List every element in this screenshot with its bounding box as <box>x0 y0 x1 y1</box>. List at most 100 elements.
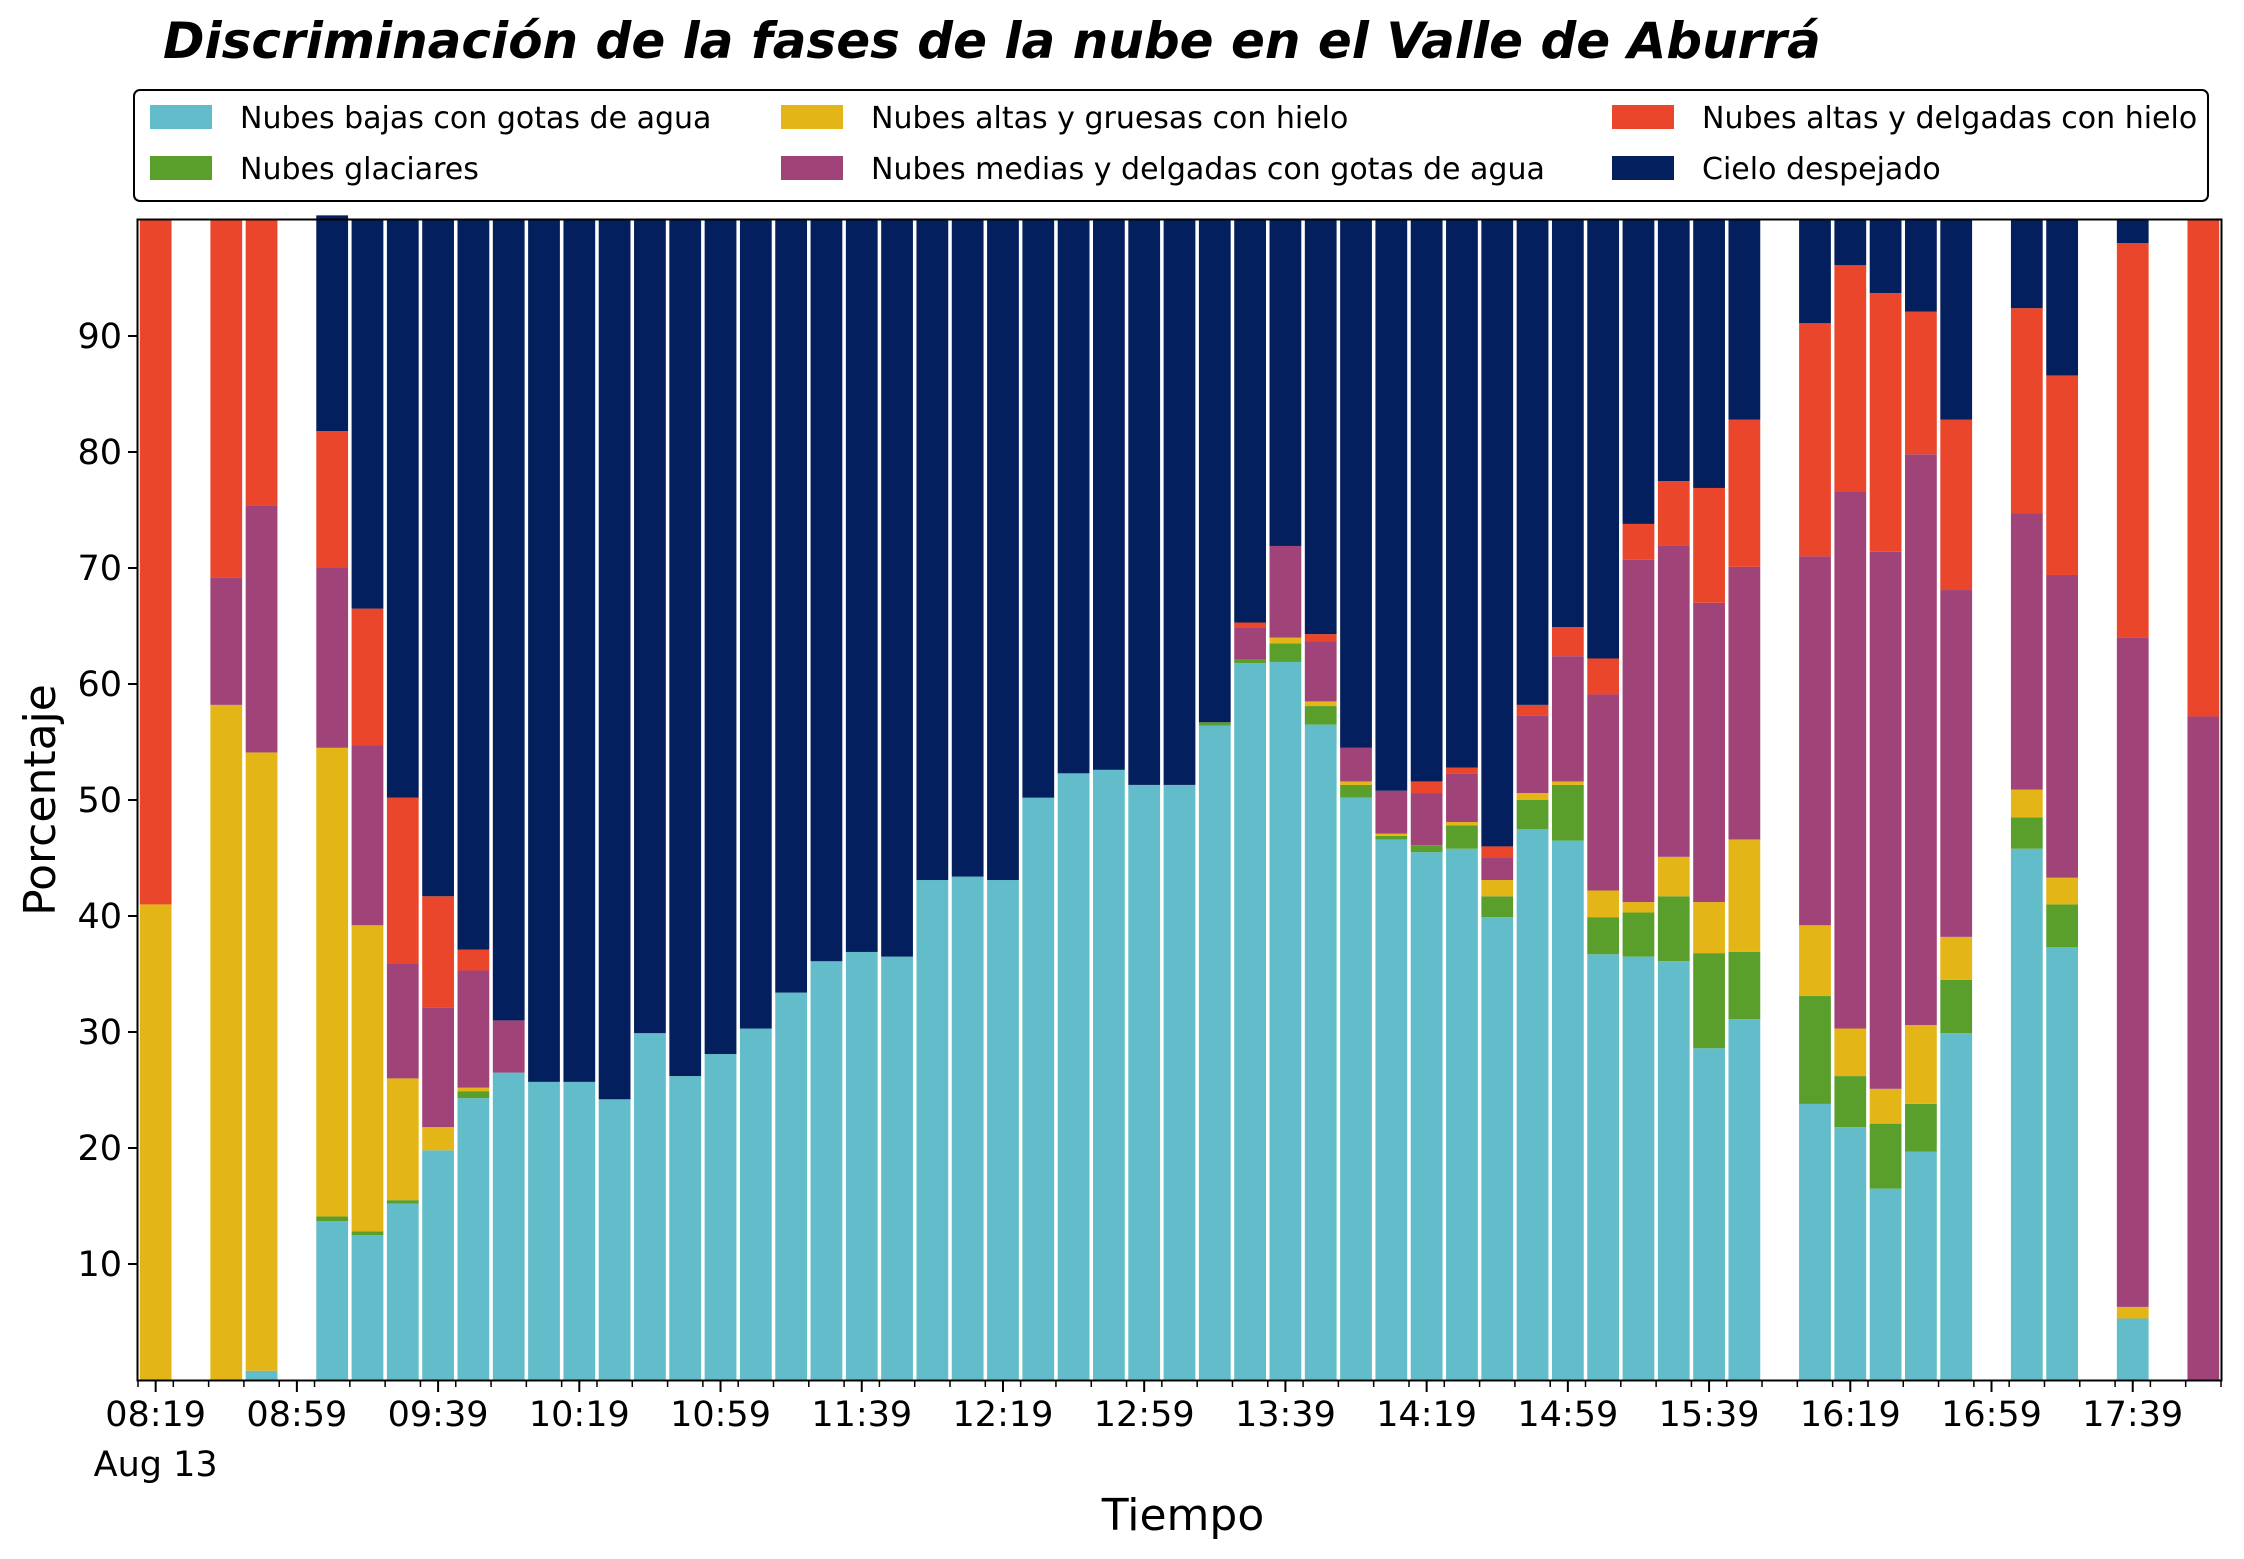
bar-segment-0 <box>1940 1033 1973 1380</box>
y-axis-label: Porcentaje <box>15 684 66 916</box>
bar-segment-3 <box>1834 491 1867 1029</box>
y-tick-label: 80 <box>77 433 122 473</box>
bar-segment-1 <box>1799 996 1831 1104</box>
bar-segment-1 <box>1657 896 1690 962</box>
bar-segment-0 <box>1304 724 1337 1380</box>
legend-label: Cielo despejado <box>1702 152 1941 187</box>
bar-segment-3 <box>1693 602 1725 903</box>
y-tick-label: 70 <box>77 549 122 589</box>
bar-segment-0 <box>1622 956 1655 1380</box>
bar-segment-1 <box>316 1216 349 1222</box>
bar-segment-1 <box>1587 917 1620 955</box>
x-tick-label: 12:59 <box>1094 1395 1195 1435</box>
bar-segment-3 <box>1622 559 1655 903</box>
y-tick-label: 50 <box>77 781 122 821</box>
bar-segment-3 <box>1940 590 1973 937</box>
bar-segment-2 <box>422 1127 454 1151</box>
bar-segment-2 <box>139 904 172 1380</box>
legend-swatch <box>781 105 843 129</box>
legend-swatch <box>150 105 212 129</box>
bar-segment-0 <box>1198 725 1231 1380</box>
bar-segment-2 <box>2116 1306 2149 1319</box>
bar-segment-5 <box>1022 220 1055 798</box>
legend-label: Nubes altas y delgadas con hielo <box>1702 101 2197 136</box>
bar-segment-2 <box>1304 701 1337 707</box>
bar-segment-0 <box>1905 1151 1937 1380</box>
bar-segment-5 <box>634 220 666 1034</box>
bar-segment-3 <box>1657 545 1690 857</box>
bar-segment-0 <box>1057 773 1090 1380</box>
legend-label: Nubes glaciares <box>240 152 479 187</box>
bar-segment-5 <box>1516 220 1549 705</box>
bar-segment-1 <box>1198 722 1231 726</box>
bar-segment-4 <box>316 431 349 568</box>
bar-segment-0 <box>1728 1019 1761 1380</box>
bar-segment-4 <box>1834 265 1867 492</box>
bar-segment-5 <box>1657 220 1690 481</box>
bar-segment-5 <box>1128 220 1161 785</box>
bar-segment-0 <box>598 1099 631 1380</box>
bar-segment-5 <box>881 220 913 957</box>
bar-segment-4 <box>1869 293 1902 552</box>
bar-segment-4 <box>1940 419 1973 591</box>
bar-segment-1 <box>1551 784 1584 841</box>
bar-segment-0 <box>245 1370 278 1380</box>
bar-segment-3 <box>1728 566 1761 840</box>
bar-segment-0 <box>916 880 949 1380</box>
legend-label: Nubes medias y delgadas con gotas de agu… <box>871 152 1545 187</box>
bar-segment-1 <box>1905 1103 1937 1152</box>
bar-segment-3 <box>1269 545 1302 638</box>
bar-segment-5 <box>316 215 349 432</box>
bar-segment-0 <box>1234 663 1266 1380</box>
bar-segment-2 <box>1551 781 1584 785</box>
bar-segment-1 <box>1834 1076 1867 1128</box>
bar-segment-5 <box>386 220 419 798</box>
bar-segment-3 <box>1551 656 1584 782</box>
bar-segment-3 <box>210 577 243 705</box>
bar-segment-4 <box>1551 627 1584 657</box>
bar-segment-4 <box>1622 523 1655 560</box>
bar-segment-2 <box>2010 789 2043 818</box>
bar-segment-5 <box>1375 220 1408 791</box>
bar-segment-2 <box>1728 839 1761 952</box>
bar-segment-0 <box>422 1150 454 1380</box>
bar-segment-3 <box>1234 627 1266 660</box>
bar-segment-4 <box>457 949 490 971</box>
bar-segment-3 <box>386 963 419 1079</box>
bar-segment-3 <box>245 505 278 753</box>
bar-segment-5 <box>1446 220 1478 768</box>
bar-segment-1 <box>1728 951 1761 1020</box>
bar-segment-5 <box>1869 220 1902 294</box>
legend-label: Nubes bajas con gotas de agua <box>240 101 711 136</box>
x-tick-label: 17:39 <box>2082 1395 2183 1435</box>
bar-segment-1 <box>351 1231 384 1235</box>
bar-segment-5 <box>1728 220 1761 420</box>
bar-segment-2 <box>1340 781 1372 785</box>
bar-segment-3 <box>1304 641 1337 702</box>
bar-segment-0 <box>1340 797 1372 1380</box>
bar-segment-3 <box>1375 790 1408 834</box>
bar-segment-4 <box>245 220 278 506</box>
bar-segment-0 <box>1799 1103 1831 1380</box>
bar-segment-0 <box>775 992 808 1380</box>
bar-segment-5 <box>739 220 772 1029</box>
bar-segment-4 <box>351 608 384 746</box>
bar-segment-5 <box>1163 220 1196 785</box>
bar-segment-4 <box>422 896 454 1008</box>
bar-segment-0 <box>1657 961 1690 1380</box>
bar-segment-2 <box>1446 822 1478 826</box>
bar-segment-0 <box>1093 769 1125 1380</box>
bar-segment-2 <box>1905 1025 1937 1104</box>
x-axis-label: Tiempo <box>1101 1490 1265 1541</box>
bar-segment-0 <box>634 1033 666 1380</box>
bar-segment-0 <box>2116 1318 2149 1380</box>
bar-segment-1 <box>1269 643 1302 662</box>
bar-segment-5 <box>1198 220 1231 723</box>
y-tick-label: 90 <box>77 317 122 357</box>
bar-segment-2 <box>210 704 243 1380</box>
x-tick-label: 12:19 <box>953 1395 1054 1435</box>
x-tick-label: 09:39 <box>388 1395 489 1435</box>
x-tick-label: 14:59 <box>1517 1395 1618 1435</box>
bar-segment-4 <box>1693 487 1725 603</box>
